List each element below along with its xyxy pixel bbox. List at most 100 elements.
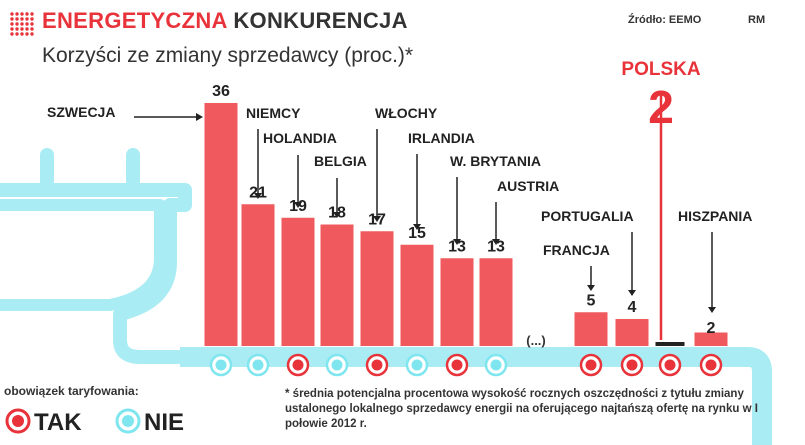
pointer-arrow-hiszpania [708,307,716,313]
title-rest: KONKURENCJA [233,8,408,33]
grid-dot [10,12,14,16]
grid-dot [10,22,14,26]
page-title: ENERGETYCZNA KONKURENCJA [42,8,408,34]
pointer-arrow-irlandia [413,224,421,230]
dot-polska [664,359,676,371]
value-label-hiszpania: 2 [707,320,716,337]
plug-inner [0,199,166,311]
label-pointers [134,93,716,340]
dot-francja [585,359,597,371]
value-label-francja: 5 [587,292,596,309]
pointer-arrow-holandia [294,202,302,208]
grid-dot [30,32,34,36]
pointer-arrow-niemcy [254,193,262,199]
grid-dot [15,22,19,26]
legend-marker-fill-nie [122,415,134,427]
grid-dot [25,27,29,31]
category-label-austria: AUSTRIA [497,178,559,194]
grid-dot [15,27,19,31]
category-label-w-brytania: W. BRYTANIA [450,153,541,169]
plug-prong-left [40,148,54,188]
value-label-belgia: 18 [328,205,346,222]
bar-portugalia [615,319,649,346]
value-label-w-brytania: 13 [448,238,466,255]
legend-label-nie: NIE [144,409,184,436]
grid-dot [10,17,14,21]
grid-dot [30,22,34,26]
value-label-portugalia: 4 [628,299,637,316]
value-label-austria: 13 [487,238,505,255]
pointer-arrow-belgia [333,212,341,218]
category-label-hiszpania: HISZPANIA [678,208,752,224]
pointer-arrow-francja [587,285,595,291]
bar-polska [655,342,685,346]
pointer-arrow-szwecja [196,113,203,121]
plug-prong-right [126,148,140,188]
bar-włochy [360,231,394,346]
dot-portugalia [626,359,638,371]
category-label-włochy: WŁOCHY [375,105,438,121]
value-label-holandia: 19 [289,198,307,215]
grid-dot [25,17,29,21]
bar-irlandia [400,244,434,346]
value-labels: 36 21 19 18 17 15 13 13 5 4 2 2 [212,81,715,337]
category-label-francja: FRANCJA [543,242,610,258]
category-label-szwecja: SZWECJA [47,104,115,120]
grid-dot [30,27,34,31]
bar-niemcy [241,204,275,346]
plug-illustration [0,148,772,445]
plug-body [0,183,192,364]
category-label-polska: POLSKA [621,59,700,80]
category-label-niemcy: NIEMCY [246,105,301,121]
dot-niemcy [252,359,264,371]
category-label-holandia: HOLANDIA [263,130,337,146]
grid-dot [20,12,24,16]
grid-dot [30,12,34,16]
bar-holandia [281,217,315,346]
grid-dot [15,12,19,16]
source-label: Źródło: EEMO [628,14,702,26]
dot-austria [490,359,502,371]
grid-dot [15,32,19,36]
bar-belgia [320,224,354,346]
value-label-niemcy: 21 [249,184,267,201]
grid-dot [25,22,29,26]
value-label-irlandia: 15 [408,225,426,242]
category-label-irlandia: IRLANDIA [408,130,475,146]
category-label-portugalia: PORTUGALIA [541,208,634,224]
grid-dot [15,17,19,21]
grid-dots-icon [10,12,34,36]
grid-dot [10,32,14,36]
ellipsis-label: (...) [526,333,546,348]
value-label-włochy: 17 [368,211,386,228]
grid-dot [20,32,24,36]
grid-dot [20,22,24,26]
bar-szwecja [204,103,238,346]
legend: TAK NIE [5,408,184,436]
dot-belgia [331,359,343,371]
legend-label-tak: TAK [34,409,82,436]
author-label: RM [748,14,766,26]
dot-hiszpania [705,359,717,371]
grid-dot [10,27,14,31]
bars [204,103,728,346]
dot-w-brytania [451,359,463,371]
value-label-szwecja: 36 [212,83,230,100]
category-label-belgia: BELGIA [314,153,367,169]
pointer-arrow-portugalia [628,290,636,296]
legend-dots [209,353,723,377]
dot-włochy [371,359,383,371]
subtitle: Korzyści ze zmiany sprzedawcy (proc.)* [42,44,414,67]
dot-szwecja [215,359,227,371]
value-label-polska: 2 [648,81,674,133]
bar-w-brytania [440,258,474,346]
grid-dot [20,27,24,31]
legend-title: obowiązek taryfowania: [4,384,139,398]
bar-hiszpania [694,332,728,346]
grid-dot [30,17,34,21]
plug-cable [180,347,772,445]
pointer-arrow-w-brytania [453,239,461,245]
bar-francja [574,312,608,346]
